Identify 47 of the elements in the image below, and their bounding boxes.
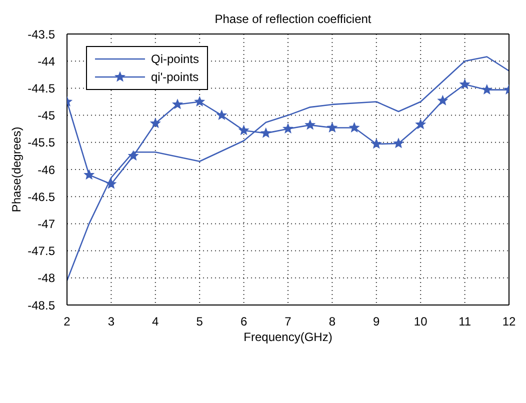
x-tick-label: 5 xyxy=(196,314,204,329)
line-series xyxy=(67,56,509,282)
y-tick-label: -47.5 xyxy=(28,244,56,258)
point xyxy=(128,150,138,160)
point xyxy=(150,118,160,128)
point xyxy=(282,124,294,134)
point xyxy=(327,122,338,132)
y-tick-label: -46 xyxy=(38,162,56,177)
chart-title: Phase of reflection coefficient xyxy=(214,12,372,26)
legend-label: qi'-points xyxy=(151,70,199,84)
y-tick-label: -45 xyxy=(38,108,56,123)
x-tick-label: 2 xyxy=(64,314,71,329)
point xyxy=(216,110,227,120)
point xyxy=(393,138,404,148)
point xyxy=(460,79,470,89)
x-tick-label: 11 xyxy=(458,314,472,329)
x-tick-label: 4 xyxy=(152,314,160,329)
y-tick-label: -44 xyxy=(38,54,56,68)
point xyxy=(349,122,360,132)
x-tick-label: 12 xyxy=(502,314,516,329)
x-tick-label: 6 xyxy=(240,314,248,329)
y-axis-title: Phase(degrees) xyxy=(9,126,24,212)
y-tick-label: -45.5 xyxy=(28,136,56,150)
point xyxy=(416,119,426,129)
x-tick-label: 3 xyxy=(108,314,115,329)
point xyxy=(106,178,116,188)
point xyxy=(482,84,492,94)
x-tick-label: 10 xyxy=(414,314,428,329)
y-tick-label: -44.5 xyxy=(28,81,56,96)
point xyxy=(371,138,382,148)
point xyxy=(260,128,271,138)
legend-label: Qi-points xyxy=(151,52,200,66)
y-tick-label: -46.5 xyxy=(28,190,56,204)
y-tick-label: -48.5 xyxy=(28,298,56,312)
x-tick-label: 8 xyxy=(328,314,336,329)
point xyxy=(84,170,94,180)
x-tick-label: 9 xyxy=(373,314,380,329)
x-axis-title: Frequency(GHz) xyxy=(244,330,332,344)
point xyxy=(194,96,205,106)
x-tick-label: 7 xyxy=(284,314,292,329)
y-tick-label: -47 xyxy=(38,216,56,231)
point xyxy=(238,125,249,135)
point xyxy=(438,95,448,106)
point xyxy=(305,120,316,130)
y-tick-label: -43.5 xyxy=(28,27,56,42)
point xyxy=(172,99,183,109)
y-tick-label: -48 xyxy=(38,271,56,286)
